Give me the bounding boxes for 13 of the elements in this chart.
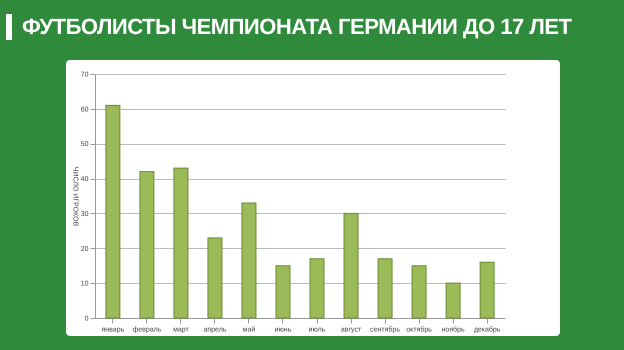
bar <box>378 258 393 318</box>
bar <box>139 171 154 318</box>
bar <box>446 282 461 318</box>
chart-title: ФУТБОЛИСТЫ ЧЕМПИОНАТА ГЕРМАНИИ ДО 17 ЛЕТ <box>6 14 572 40</box>
bar <box>275 265 290 318</box>
bar <box>173 168 188 318</box>
bar <box>310 258 325 318</box>
bar <box>105 104 120 318</box>
bar <box>207 237 222 318</box>
bar <box>412 265 427 318</box>
bar <box>344 212 359 318</box>
bar <box>480 262 495 318</box>
bar <box>241 202 256 318</box>
